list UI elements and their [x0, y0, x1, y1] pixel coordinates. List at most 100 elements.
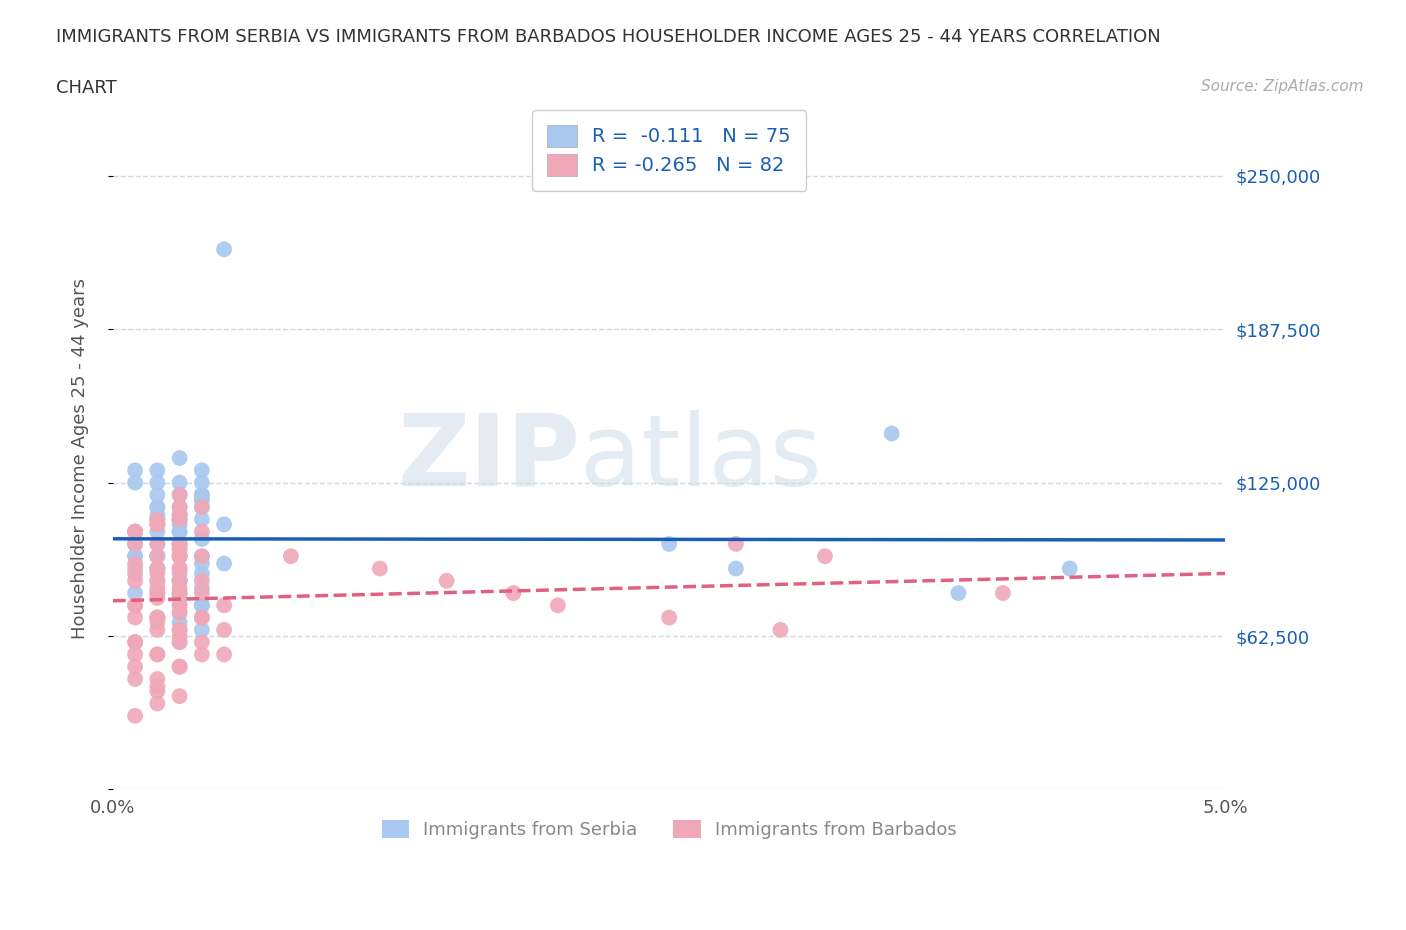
- Point: [169, 507, 191, 522]
- Point: [146, 610, 169, 625]
- Point: [124, 525, 146, 539]
- Point: [124, 537, 146, 551]
- Point: [169, 525, 191, 539]
- Point: [191, 525, 214, 539]
- Point: [191, 512, 214, 526]
- Point: [169, 537, 191, 551]
- Point: [124, 537, 146, 551]
- Point: [191, 586, 214, 601]
- Point: [169, 561, 191, 576]
- Point: [169, 512, 191, 526]
- Point: [146, 679, 169, 694]
- Point: [436, 573, 458, 588]
- Point: [169, 586, 191, 601]
- Point: [169, 475, 191, 490]
- Point: [124, 659, 146, 674]
- Point: [169, 573, 191, 588]
- Point: [124, 549, 146, 564]
- Point: [191, 598, 214, 613]
- Point: [169, 507, 191, 522]
- Point: [1059, 561, 1081, 576]
- Point: [146, 647, 169, 662]
- Point: [146, 610, 169, 625]
- Point: [169, 525, 191, 539]
- Point: [124, 463, 146, 478]
- Point: [169, 549, 191, 564]
- Point: [169, 659, 191, 674]
- Point: [146, 549, 169, 564]
- Point: [547, 598, 569, 613]
- Point: [146, 610, 169, 625]
- Point: [146, 537, 169, 551]
- Point: [169, 573, 191, 588]
- Point: [146, 561, 169, 576]
- Point: [169, 598, 191, 613]
- Point: [124, 586, 146, 601]
- Point: [169, 573, 191, 588]
- Point: [124, 537, 146, 551]
- Point: [146, 671, 169, 686]
- Point: [880, 426, 903, 441]
- Point: [502, 586, 524, 601]
- Point: [191, 492, 214, 507]
- Point: [191, 475, 214, 490]
- Point: [146, 549, 169, 564]
- Legend: Immigrants from Serbia, Immigrants from Barbados: Immigrants from Serbia, Immigrants from …: [367, 805, 972, 854]
- Point: [169, 622, 191, 637]
- Point: [191, 549, 214, 564]
- Point: [169, 517, 191, 532]
- Point: [146, 586, 169, 601]
- Point: [124, 573, 146, 588]
- Point: [146, 463, 169, 478]
- Point: [124, 475, 146, 490]
- Point: [146, 517, 169, 532]
- Text: Source: ZipAtlas.com: Source: ZipAtlas.com: [1201, 79, 1364, 94]
- Point: [169, 586, 191, 601]
- Point: [991, 586, 1014, 601]
- Point: [191, 622, 214, 637]
- Point: [169, 634, 191, 649]
- Point: [169, 499, 191, 514]
- Point: [658, 610, 681, 625]
- Point: [146, 487, 169, 502]
- Point: [146, 586, 169, 601]
- Point: [191, 549, 214, 564]
- Point: [124, 634, 146, 649]
- Point: [169, 541, 191, 556]
- Point: [169, 615, 191, 630]
- Point: [169, 512, 191, 526]
- Text: ZIP: ZIP: [398, 409, 581, 507]
- Point: [146, 561, 169, 576]
- Text: IMMIGRANTS FROM SERBIA VS IMMIGRANTS FROM BARBADOS HOUSEHOLDER INCOME AGES 25 - : IMMIGRANTS FROM SERBIA VS IMMIGRANTS FRO…: [56, 28, 1161, 46]
- Point: [146, 549, 169, 564]
- Point: [146, 499, 169, 514]
- Point: [124, 709, 146, 724]
- Point: [124, 610, 146, 625]
- Point: [212, 517, 235, 532]
- Point: [191, 492, 214, 507]
- Point: [169, 630, 191, 644]
- Y-axis label: Householder Income Ages 25 - 44 years: Householder Income Ages 25 - 44 years: [72, 277, 89, 639]
- Point: [146, 573, 169, 588]
- Point: [146, 622, 169, 637]
- Point: [169, 487, 191, 502]
- Point: [146, 499, 169, 514]
- Point: [191, 556, 214, 571]
- Point: [769, 622, 792, 637]
- Point: [124, 556, 146, 571]
- Point: [124, 671, 146, 686]
- Point: [146, 507, 169, 522]
- Point: [169, 541, 191, 556]
- Point: [212, 622, 235, 637]
- Point: [124, 598, 146, 613]
- Point: [146, 566, 169, 581]
- Point: [169, 622, 191, 637]
- Point: [146, 615, 169, 630]
- Point: [146, 517, 169, 532]
- Point: [191, 598, 214, 613]
- Point: [124, 598, 146, 613]
- Point: [169, 487, 191, 502]
- Point: [169, 549, 191, 564]
- Point: [169, 561, 191, 576]
- Point: [169, 689, 191, 704]
